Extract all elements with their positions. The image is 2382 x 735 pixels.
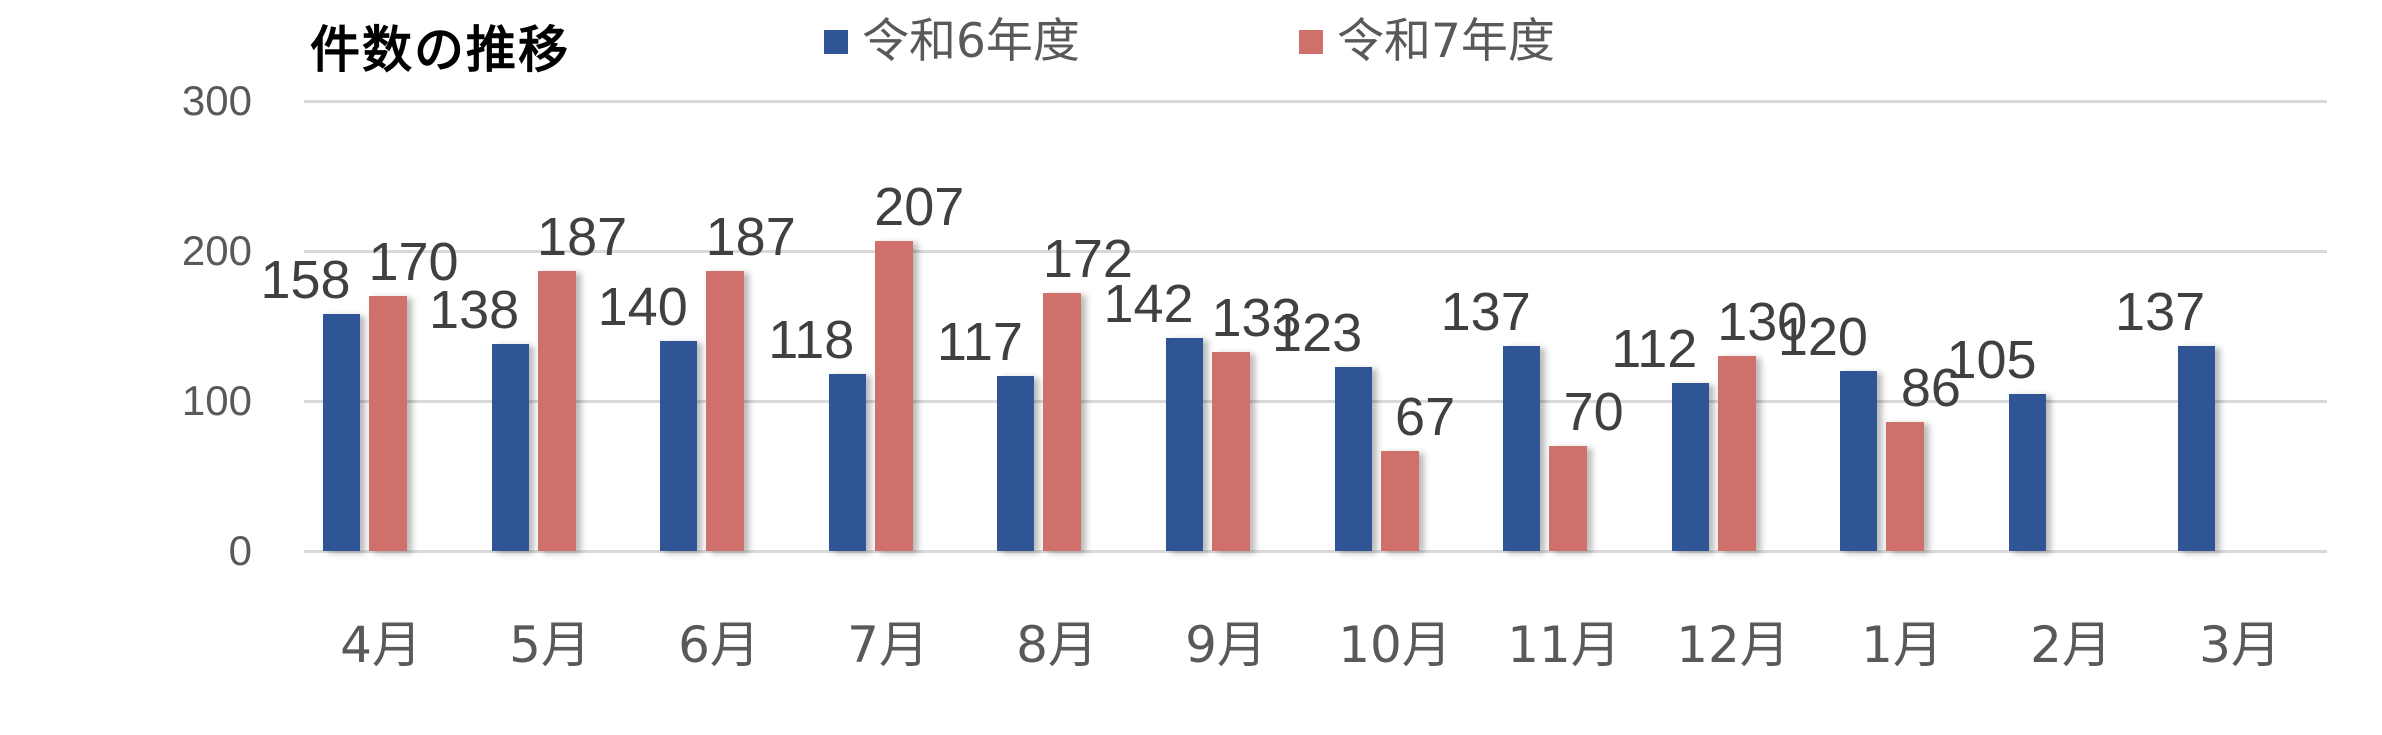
data-label: 70	[1563, 382, 1624, 442]
data-label: 138	[429, 280, 520, 340]
data-label: 137	[2115, 281, 2206, 342]
data-label: 140	[597, 277, 688, 337]
data-label: 137	[1440, 281, 1531, 342]
chart-title: 件数の推移	[310, 21, 570, 79]
gridline	[304, 550, 2327, 553]
x-tick-label: 3月	[2199, 616, 2281, 674]
x-tick-label: 10月	[1338, 616, 1452, 674]
bar-reiwa7	[369, 296, 407, 551]
bar-reiwa6	[1166, 338, 1203, 551]
data-label: 172	[1042, 229, 1133, 289]
bar-reiwa6	[2177, 345, 2215, 551]
bar-reiwa7	[706, 270, 745, 551]
legend-item-reiwa6: 令和6年度	[824, 14, 1080, 70]
bar-reiwa6	[997, 375, 1035, 551]
bar-reiwa7	[537, 270, 576, 551]
legend-swatch-icon	[1299, 30, 1323, 54]
y-tick-label: 200	[181, 227, 252, 274]
bar-reiwa6	[828, 374, 866, 551]
legend-item-reiwa7: 令和7年度	[1299, 14, 1555, 70]
data-label: 120	[1777, 307, 1868, 367]
data-label: 67	[1395, 386, 1456, 447]
x-tick-label: 11月	[1507, 616, 1621, 674]
bar-reiwa7	[1717, 356, 1756, 551]
bar-reiwa6	[2009, 393, 2046, 551]
y-tick-label: 300	[181, 77, 252, 124]
x-tick-label: 12月	[1676, 616, 1790, 674]
bar-reiwa6	[323, 314, 360, 551]
x-tick-label: 5月	[509, 616, 591, 674]
gridline	[304, 400, 2327, 403]
data-label: 112	[1611, 319, 1698, 379]
x-tick-label: 8月	[1016, 616, 1098, 674]
bar-reiwa6	[1503, 345, 1541, 551]
x-tick-label: 1月	[1861, 616, 1943, 674]
legend-swatch-icon	[824, 30, 848, 54]
data-label: 133	[1211, 287, 1302, 348]
y-tick-label: 100	[181, 377, 252, 424]
gridline	[304, 250, 2327, 253]
data-label: 170	[368, 232, 459, 292]
bar-reiwa7	[874, 240, 913, 551]
bar-reiwa7	[1043, 293, 1082, 551]
x-tick-label: 9月	[1185, 616, 1267, 674]
data-label: 142	[1103, 274, 1194, 334]
bar-reiwa6	[491, 344, 529, 551]
data-label: 207	[874, 176, 965, 237]
bar-reiwa7	[1886, 422, 1925, 551]
bar-reiwa7	[1380, 450, 1419, 551]
data-label: 123	[1272, 302, 1363, 363]
data-label: 158	[260, 250, 351, 310]
data-label: 118	[768, 310, 855, 370]
data-label: 117	[936, 311, 1023, 372]
data-label: 187	[705, 206, 796, 267]
bar-reiwa6	[660, 341, 698, 551]
bar-reiwa6	[1840, 371, 1878, 551]
y-tick-label: 0	[228, 527, 252, 574]
x-tick-label: 4月	[340, 616, 422, 674]
x-tick-label: 6月	[678, 616, 760, 674]
data-label: 130	[1717, 292, 1808, 352]
x-tick-label: 2月	[2030, 616, 2112, 674]
x-tick-label: 7月	[847, 616, 929, 674]
bar-reiwa6	[1671, 383, 1709, 551]
gridline	[304, 100, 2327, 103]
legend-label: 令和6年度	[862, 14, 1080, 69]
bar-reiwa7	[1549, 446, 1588, 551]
data-label: 187	[537, 206, 628, 267]
bar-reiwa6	[1334, 366, 1372, 551]
legend-label: 令和7年度	[1337, 14, 1555, 69]
data-label: 86	[1900, 358, 1961, 418]
data-label: 105	[1946, 329, 2037, 390]
bar-reiwa7	[1212, 351, 1250, 551]
